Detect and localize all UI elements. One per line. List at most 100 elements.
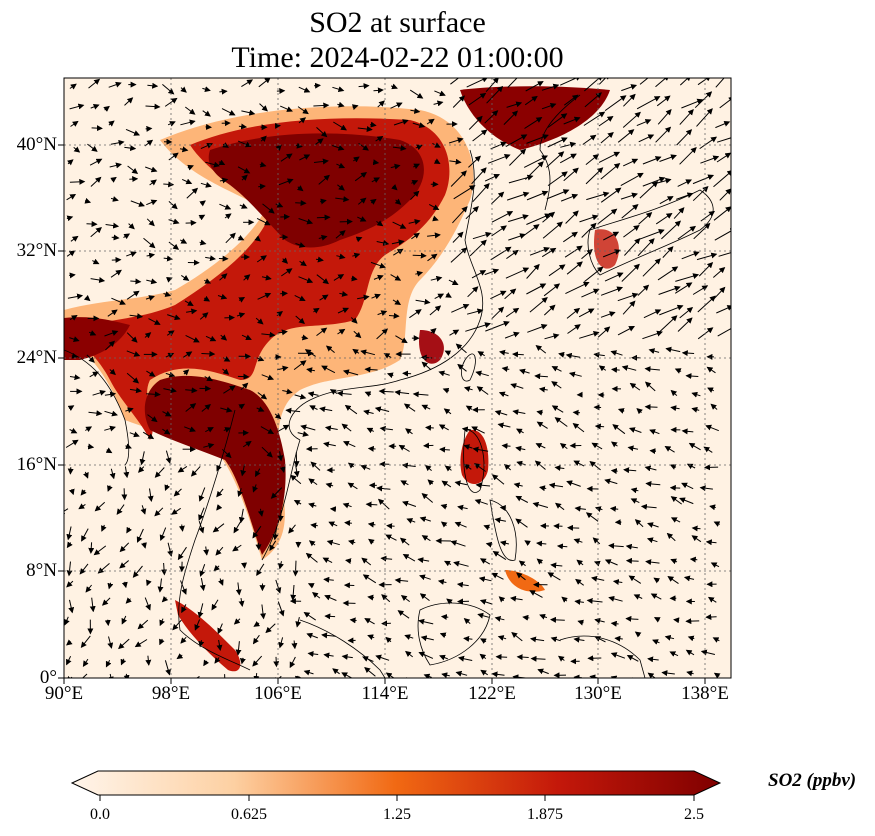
wind-arrow: [611, 366, 620, 373]
wind-vectors: [64, 78, 731, 692]
wind-arrow: [341, 423, 352, 432]
wind-arrow: [609, 505, 619, 512]
wind-arrow: [659, 154, 677, 162]
wind-arrow: [337, 328, 346, 335]
wind-arrow: [397, 610, 410, 619]
wind-arrow: [204, 278, 212, 284]
wind-arrow: [87, 143, 98, 152]
plot-title-line2: Time: 2024-02-22 01:00:00: [231, 41, 564, 74]
wind-arrow: [66, 580, 74, 588]
wind-arrow: [468, 92, 487, 106]
wind-arrow: [691, 406, 700, 413]
wind-arrow: [565, 281, 590, 295]
wind-arrow: [123, 673, 130, 678]
wind-arrow: [202, 86, 211, 93]
wind-arrow: [693, 222, 711, 240]
wind-arrow: [181, 274, 190, 281]
wind-arrow: [351, 275, 358, 282]
wind-arrow: [146, 278, 158, 285]
wind-arrow: [293, 500, 302, 506]
wind-arrow: [604, 95, 627, 112]
wind-arrow: [649, 448, 657, 455]
wind-arrow: [372, 159, 380, 166]
wind-arrow: [277, 424, 290, 432]
wind-arrow: [184, 300, 194, 307]
wind-arrow: [383, 352, 392, 359]
wind-arrow: [81, 673, 88, 678]
wind-arrow: [325, 482, 334, 489]
wind-arrow: [125, 407, 134, 414]
wind-arrow: [575, 578, 584, 586]
wind-arrow: [450, 540, 466, 547]
wind-arrow: [168, 218, 180, 225]
wind-arrow: [478, 576, 492, 583]
wind-arrow: [446, 598, 453, 605]
wind-arrow: [645, 480, 661, 487]
wind-arrow: [560, 193, 579, 202]
wind-arrow: [600, 187, 622, 203]
wind-arrow: [441, 480, 452, 488]
wind-arrow: [281, 257, 289, 264]
wind-arrow: [205, 161, 220, 168]
wind-arrow: [574, 598, 584, 605]
wind-arrow: [403, 403, 416, 412]
wind-arrow: [438, 424, 449, 431]
wind-arrow: [237, 488, 244, 498]
wind-arrow: [111, 297, 126, 305]
wind-arrow: [291, 640, 298, 650]
wind-arrow: [593, 560, 601, 567]
wind-arrow: [456, 581, 469, 588]
wind-arrow: [510, 595, 523, 602]
wind-arrow: [329, 389, 338, 395]
wind-arrow: [324, 425, 338, 432]
wind-arrow: [164, 484, 171, 492]
wind-arrow: [144, 597, 151, 611]
wind-arrow: [705, 613, 717, 620]
wind-arrow: [295, 242, 306, 248]
wind-arrow: [487, 153, 511, 164]
wind-arrow: [677, 317, 693, 332]
wind-arrow: [235, 641, 242, 656]
wind-arrow: [225, 232, 236, 244]
wind-arrow: [217, 293, 228, 300]
wind-arrow: [466, 308, 484, 315]
wind-arrow: [243, 274, 251, 281]
wind-arrow: [234, 680, 242, 692]
wind-arrow: [220, 406, 233, 413]
wind-arrow: [336, 253, 346, 260]
wind-arrow: [261, 446, 273, 458]
wind-arrow: [554, 417, 568, 427]
wind-arrow: [560, 141, 577, 148]
wind-arrow: [483, 524, 491, 531]
wind-arrow: [612, 424, 626, 435]
wind-arrow: [224, 213, 232, 220]
wind-arrow: [168, 201, 178, 210]
wind-arrow: [472, 231, 492, 240]
wind-arrow: [145, 655, 152, 666]
wind-arrow: [558, 351, 565, 358]
wind-arrow: [394, 389, 410, 396]
wind-arrow: [691, 525, 701, 532]
wind-arrow: [67, 293, 84, 300]
wind-arrow: [712, 267, 726, 278]
wind-arrow: [439, 632, 447, 639]
wind-arrow: [154, 467, 165, 478]
wind-arrow: [463, 635, 473, 642]
wind-arrow: [216, 639, 223, 651]
wind-arrow: [621, 204, 639, 219]
wind-arrow: [567, 324, 581, 334]
colorbar-tick-1: 0.625: [231, 806, 267, 823]
wind-arrow: [147, 82, 159, 89]
wind-arrow: [640, 503, 657, 510]
wind-arrow: [339, 290, 349, 297]
wind-arrow: [608, 595, 623, 602]
wind-arrow: [639, 229, 665, 240]
wind-arrow: [600, 311, 616, 318]
wind-arrow: [465, 405, 473, 412]
wind-arrow: [412, 122, 426, 129]
wind-arrow: [392, 145, 407, 152]
wind-arrow: [697, 78, 712, 86]
wind-arrow: [697, 327, 714, 340]
wind-arrow: [90, 277, 106, 283]
wind-arrow: [221, 448, 232, 459]
